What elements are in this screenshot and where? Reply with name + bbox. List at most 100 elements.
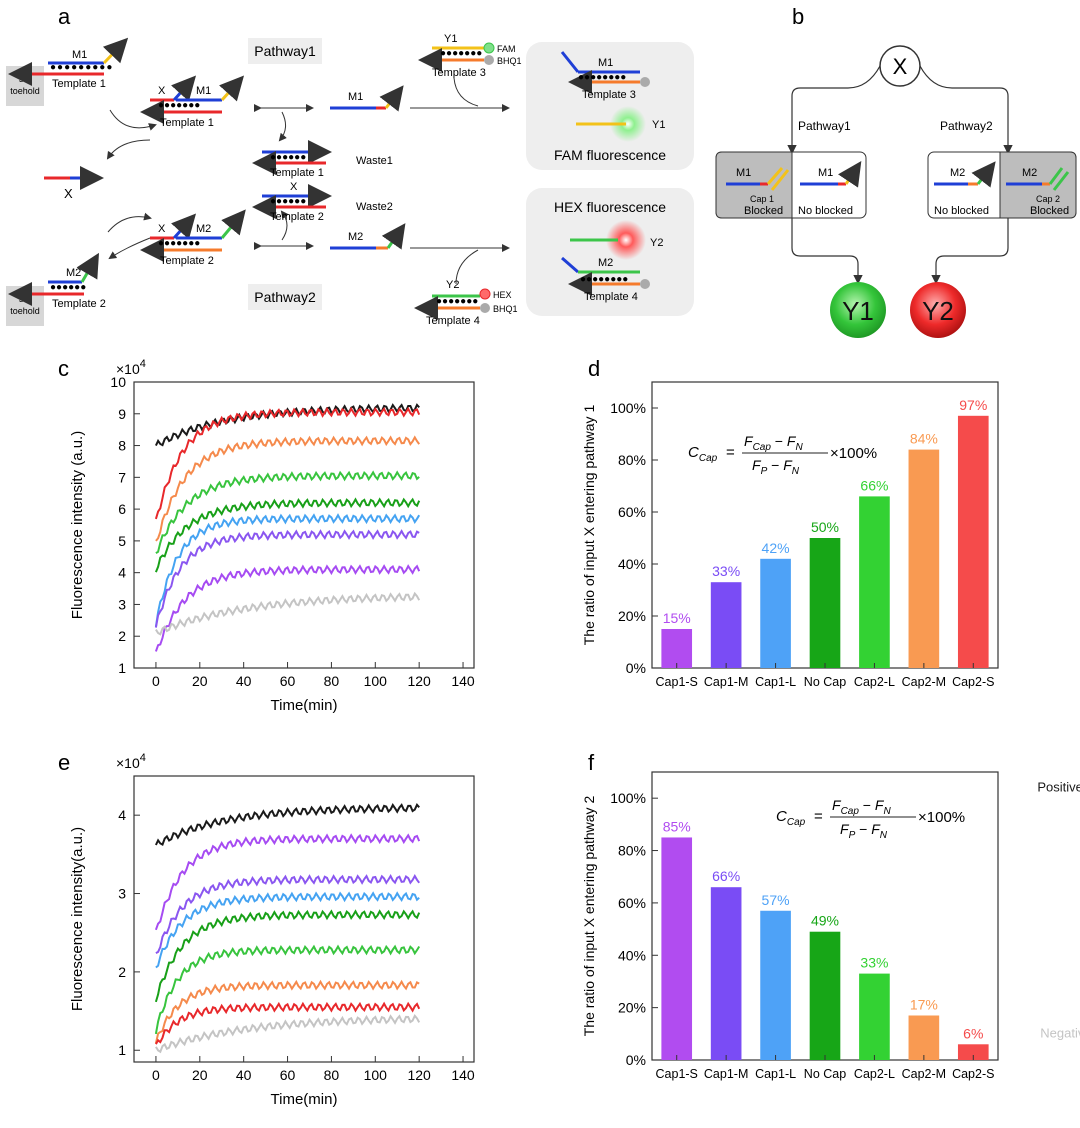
panel-b: b X Pathway1 Pathway2 M1 Cap 1 Blocked M… [715,4,1077,338]
pathway2-box [248,284,322,310]
template4-label: Template 4 [584,291,638,303]
series-line [154,406,421,520]
x-tick-label: Cap2-S [952,675,994,689]
bar-value-label: 85% [663,818,691,834]
bar-value-label: 17% [910,996,938,1012]
waste2-label: Waste2 [356,201,393,213]
formula-lhs: CCap [776,808,806,828]
y2-output-ball [910,282,966,338]
ratio-formula: CCap = FCap − FN FP − FN ×100% [776,797,965,841]
template1-label: Template 1 [270,167,324,179]
y-tick-label: 20% [618,608,646,624]
y-tick-label: 100% [610,790,646,806]
y-tick-label: 2 [118,628,126,644]
x-tick-label: Cap1-M [704,1067,748,1081]
chart-d: 0% 20% 40% 60% 80% 100% 15% Cap1-S 33% Cap1-M 42% C… [581,381,999,689]
bar [908,1015,940,1060]
x-axis-label: Time(min) [271,697,338,714]
panel-label-f: f [588,750,595,775]
bar [710,887,742,1060]
toehold-label: toehold [10,86,40,96]
fam-label: FAM [497,44,516,54]
panel-label-e: e [58,750,70,775]
bhq1-label: BHQ1 [493,304,518,314]
series-line [155,435,421,542]
y-tick-label: 0% [626,1052,646,1068]
reaction-arrow [107,212,152,233]
y-tick-label: 2 [118,964,126,980]
panel-label-c: c [58,356,69,381]
x-tick-label: 60 [280,673,296,689]
x-label: X [158,223,166,235]
series-line [154,909,421,1003]
y-tick-label: 20% [618,1000,646,1016]
y2-output-label: Y2 [922,296,954,326]
blocked-label: Blocked [744,205,783,217]
series-line [155,873,421,954]
m2-label: M2 [348,231,363,243]
pathway2-label: Pathway2 [254,289,316,305]
bar [661,837,693,1060]
y-axis-label: The ratio of input X entering pathway 1 [581,405,597,646]
svg-text:●●●●●●: ●●●●●● [50,282,86,293]
x-tick-label: Cap1-S [656,675,698,689]
reaction-arrow [108,237,151,260]
series-line [155,1001,421,1045]
x-tick-label: 0 [152,673,160,689]
x-tick-label: 80 [324,673,340,689]
series-line [155,470,420,554]
bar [809,538,841,668]
bhq1-label: BHQ1 [497,56,522,66]
svg-text:●●●●●●●●: ●●●●●●●● [578,72,626,83]
m2-label: M2 [66,267,81,279]
x-tick-label: Cap1-S [656,1067,698,1081]
y-tick-label: 40% [618,556,646,572]
reaction-arrow [109,109,157,131]
y-tick-label: 40% [618,947,646,963]
m2-label: M2 [196,223,211,235]
panel-label-d: d [588,356,600,381]
x-tick-label: Cap1-L [755,675,796,689]
y-tick-label: 6 [118,501,126,517]
template2-label: Template 2 [160,255,214,267]
b-m2-label: M2 [1022,167,1037,179]
y2-label: Y2 [650,237,663,249]
formula-eq: = [814,808,823,825]
svg-text:●●●●●●●●●: ●●●●●●●●● [50,62,113,73]
y-tick-label: 4 [118,565,126,581]
template3-label: Template 3 [432,67,486,79]
formula-numerator: FCap − FN [832,797,891,817]
y1-output-label: Y1 [842,296,874,326]
x-tick-label: Cap2-S [952,1067,994,1081]
ratio-formula: CCap = FCap − FN FP − FN ×100% [688,433,877,477]
svg-text:●●●●●●●: ●●●●●●● [436,296,478,307]
x-tick-label: 100 [364,673,388,689]
y-tick-label: 60% [618,504,646,520]
bar-value-label: 50% [811,519,839,535]
panel-label-a: a [58,4,71,29]
bar [957,1044,989,1060]
bar-value-label: 97% [959,397,987,413]
x-tick-label: 120 [407,673,431,689]
waste1-label: Waste1 [356,155,393,167]
formula-tail: ×100% [918,809,965,826]
formula-numerator: FCap − FN [744,433,803,453]
bar-value-label: 15% [663,610,691,626]
b-m1-label: M1 [736,167,751,179]
pathway1-box [248,38,322,64]
y-tick-label: 1 [118,1042,126,1058]
no-blocked-label: No blocked [798,205,853,217]
svg-text:●●●●●●: ●●●●●● [270,196,306,207]
x-tick-label: Cap2-M [902,1067,946,1081]
y-tick-label: 80% [618,452,646,468]
x-label: X [158,85,166,97]
panel-a: a 5nt toehold M1 ●●●●●●●●● Template 1 X … [6,4,694,327]
x-tick-label: 120 [407,1067,431,1083]
toehold-label: toehold [10,306,40,316]
bar [957,415,989,668]
bar-value-label: 49% [811,913,839,929]
template2-label: Template 2 [270,211,324,223]
cap1-label: Cap 1 [750,194,774,204]
y-tick-label: 10 [110,374,126,390]
